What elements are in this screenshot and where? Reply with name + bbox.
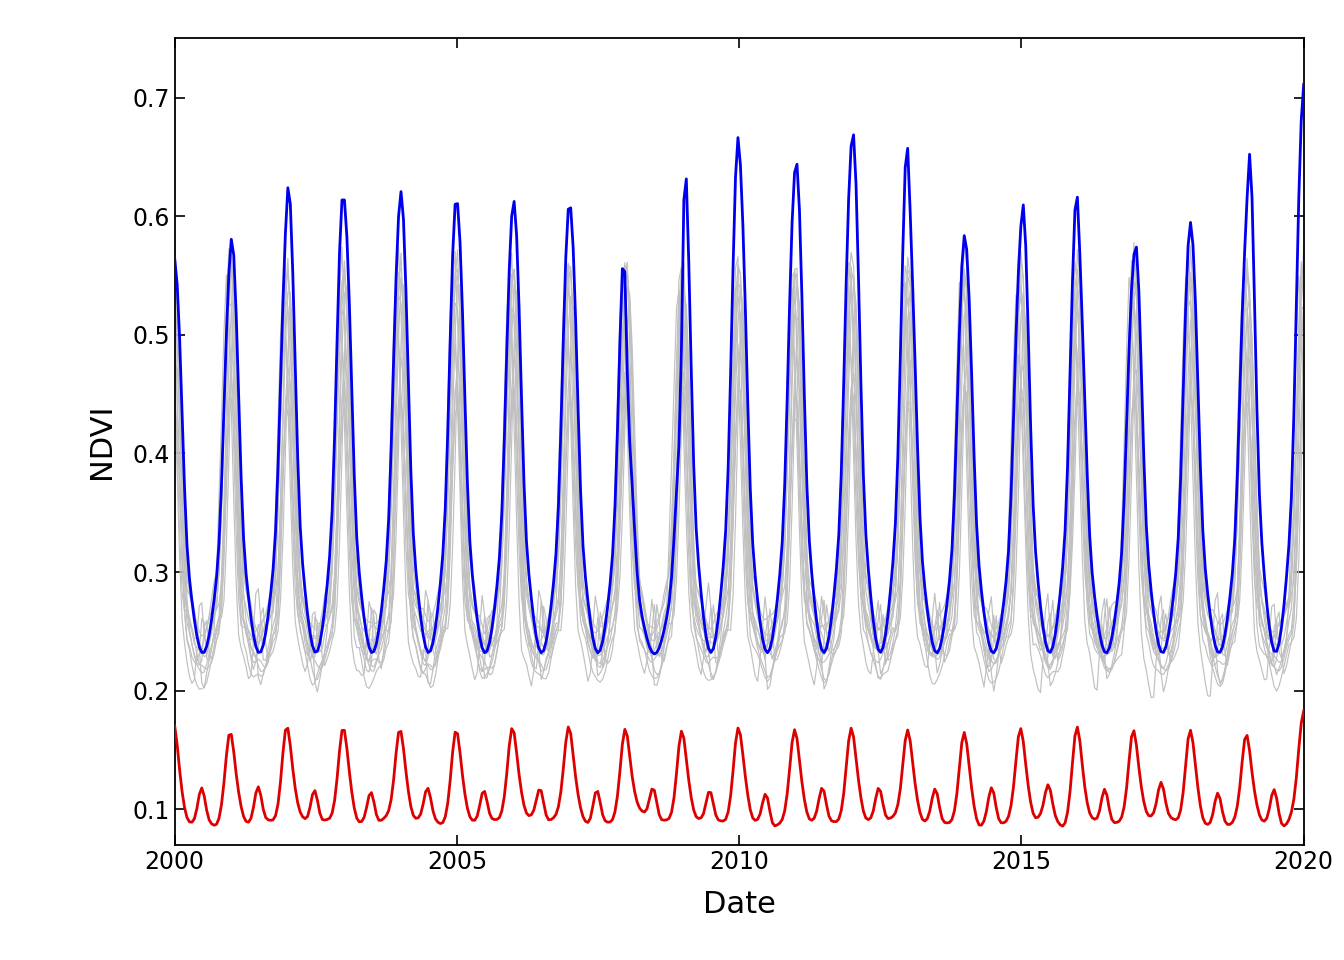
X-axis label: Date: Date xyxy=(703,890,775,920)
Y-axis label: NDVI: NDVI xyxy=(86,404,116,479)
